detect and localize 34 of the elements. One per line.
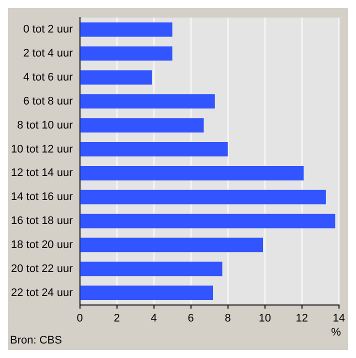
- y-tick-label: 20 tot 22 uur: [10, 262, 74, 275]
- x-tick-label: 4: [150, 312, 157, 324]
- x-axis-title: %: [331, 326, 342, 338]
- y-tick-label: 22 tot 24 uur: [10, 286, 74, 299]
- y-tick-label: 18 tot 20 uur: [10, 239, 74, 251]
- bar: [80, 22, 172, 37]
- x-tick-label: 12: [296, 312, 308, 324]
- bar: [80, 118, 204, 132]
- bar: [80, 286, 214, 300]
- bar: [80, 142, 228, 156]
- y-tick-label: 2 tot 4 uur: [23, 48, 74, 60]
- y-tick-label: 0 tot 2 uur: [23, 24, 74, 36]
- bar: [80, 166, 304, 180]
- x-tick-label: 6: [188, 312, 194, 324]
- bar: [80, 94, 215, 109]
- bar: [80, 46, 172, 61]
- bar: [80, 238, 263, 252]
- y-tick-label: 16 tot 18 uur: [10, 215, 74, 228]
- bar: [80, 214, 336, 228]
- y-tick-label: 14 tot 16 uur: [10, 191, 74, 204]
- x-tick-label: 2: [114, 312, 120, 324]
- y-tick-label: 6 tot 8 uur: [23, 95, 74, 108]
- bar: [80, 70, 152, 85]
- y-tick-label: 10 tot 12 uur: [10, 143, 74, 156]
- x-tick-label: 14: [332, 312, 346, 324]
- x-tick-label: 10: [258, 312, 271, 324]
- bar: [80, 190, 326, 204]
- y-tick-label: 4 tot 6 uur: [23, 71, 74, 84]
- bar: [80, 262, 222, 276]
- y-tick-label: 12 tot 14 uur: [10, 167, 74, 180]
- text: Bron: CBS: [10, 334, 62, 347]
- x-tick-label: 8: [224, 312, 231, 324]
- y-tick-label: 8 tot 10 uur: [17, 119, 74, 132]
- x-tick-label: 0: [76, 312, 83, 324]
